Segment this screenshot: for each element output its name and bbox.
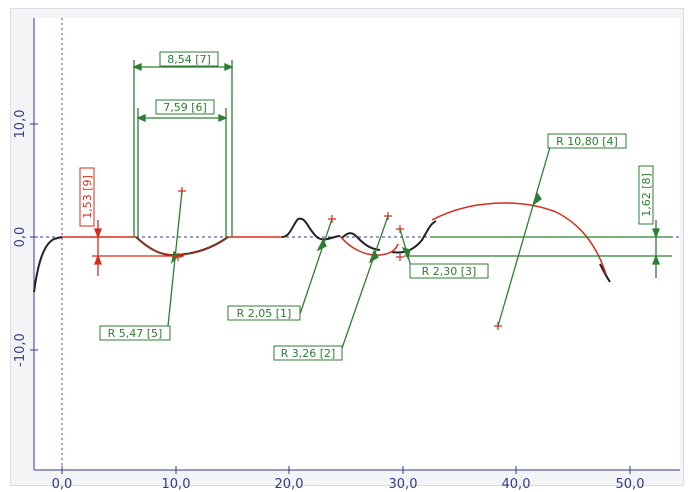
- dim-text: R 3,26 [2]: [281, 347, 336, 360]
- dim-text: 1,53 [9]: [81, 175, 94, 219]
- dim-text: 8,54 [7]: [167, 53, 211, 66]
- dim-text: 7,59 [6]: [163, 101, 207, 114]
- y-axis-ticks: [30, 123, 38, 351]
- dim-text: R 10,80 [4]: [556, 135, 618, 148]
- x-tick-label: 30,0: [389, 477, 418, 492]
- profile-segment: [391, 220, 437, 254]
- dim-text: 1,62 [8]: [640, 173, 653, 217]
- dim-label-7[interactable]: 8,54 [7]: [159, 51, 219, 67]
- dim-label-9[interactable]: 1,53 [9]: [79, 167, 95, 227]
- profile-segment: [281, 217, 341, 241]
- dim-text: R 2,30 [3]: [422, 265, 477, 278]
- dim-label-8[interactable]: 1,62 [8]: [638, 165, 654, 225]
- x-axis-ticks: [61, 466, 631, 474]
- radius-label-5[interactable]: R 5,47 [5]: [99, 325, 171, 341]
- x-tick-label: 40,0: [502, 477, 531, 492]
- profile-segment: [33, 236, 63, 293]
- x-tick-label: 20,0: [275, 477, 304, 492]
- y-tick-label: 10,0: [13, 110, 28, 139]
- radius-label-1[interactable]: R 2,05 [1]: [227, 305, 301, 321]
- radius-label-4[interactable]: R 10,80 [4]: [547, 133, 627, 149]
- radius-label-3[interactable]: R 2,30 [3]: [409, 263, 489, 279]
- dim-text: R 5,47 [5]: [108, 327, 163, 340]
- dim-label-6[interactable]: 7,59 [6]: [155, 99, 215, 115]
- dim-text: R 2,05 [1]: [237, 307, 292, 320]
- x-tick-label: 0,0: [52, 477, 73, 492]
- y-tick-label: 0,0: [13, 227, 28, 248]
- x-tick-label: 10,0: [162, 477, 191, 492]
- radius-label-2[interactable]: R 3,26 [2]: [273, 345, 343, 361]
- dimension-graphics: [132, 60, 672, 355]
- height-dimension-9: [92, 220, 184, 276]
- profile-segment: [341, 232, 381, 251]
- plot-area[interactable]: [34, 18, 680, 470]
- x-tick-label: 50,0: [616, 477, 645, 492]
- profile-segment: [599, 263, 611, 283]
- y-tick-label: -10,0: [13, 333, 28, 367]
